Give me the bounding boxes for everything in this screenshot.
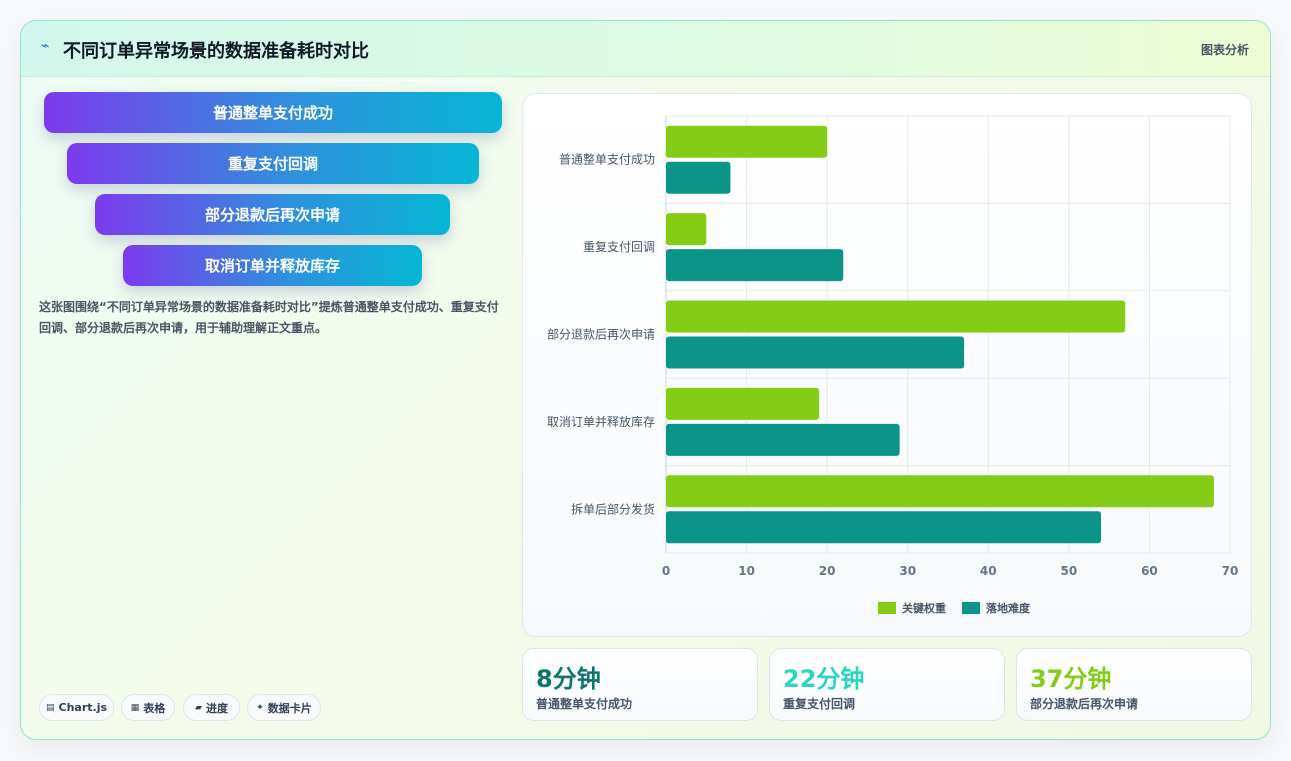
bar-weight bbox=[666, 213, 707, 246]
y-tick-label: 拆单后部分发货 bbox=[571, 501, 655, 516]
legend-swatch bbox=[878, 602, 896, 614]
bar-weight bbox=[666, 475, 1214, 508]
bar-weight bbox=[666, 300, 1126, 333]
bar-weight bbox=[666, 387, 820, 420]
page-title: 不同订单异常场景的数据准备耗时对比 bbox=[63, 41, 369, 62]
y-tick-label: 取消订单并释放库存 bbox=[547, 414, 655, 429]
y-tick-label: 重复支付回调 bbox=[583, 240, 655, 254]
pill-table[interactable]: ▦ 表格 bbox=[121, 694, 175, 721]
kpi-value: 37分钟 bbox=[1030, 665, 1112, 693]
pill-label: 进度 bbox=[205, 701, 228, 715]
funnel-item-2[interactable]: 重复支付回调 bbox=[67, 143, 479, 184]
legend-label: 落地难度 bbox=[986, 601, 1031, 615]
description-text: 这张图围绕“不同订单异常场景的数据准备耗时对比”提炼普通整单支付成功、重复支付回… bbox=[39, 300, 499, 335]
x-tick-label: 0 bbox=[662, 564, 670, 578]
table-icon: ▦ bbox=[130, 702, 140, 713]
progress-icon: ▰ bbox=[195, 702, 202, 713]
bar-difficulty bbox=[666, 423, 900, 456]
y-tick-label: 部分退款后再次申请 bbox=[547, 327, 655, 342]
pill-label: 数据卡片 bbox=[267, 701, 312, 715]
x-tick-label: 30 bbox=[899, 564, 916, 578]
kpi-value: 8分钟 bbox=[536, 665, 601, 693]
bar-difficulty bbox=[666, 511, 1102, 544]
kpi-value: 22分钟 bbox=[783, 665, 865, 693]
main-card: ⌁ 不同订单异常场景的数据准备耗时对比 图表分析 普通整单支付成功 重复支付回调… bbox=[20, 20, 1271, 740]
pill-chartjs[interactable]: ▤ Chart.js bbox=[39, 694, 114, 721]
header: ⌁ 不同订单异常场景的数据准备耗时对比 图表分析 bbox=[21, 21, 1270, 77]
bar-difficulty bbox=[666, 249, 844, 282]
x-tick-label: 60 bbox=[1141, 564, 1158, 578]
bar-difficulty bbox=[666, 336, 965, 369]
chart-panel: 0 10 20 30 40 50 60 70 普通整单支付成功重复支付回调部分退款后再次申请 取消… bbox=[522, 93, 1252, 637]
kpi-card-2: 22分钟 重复支付回调 bbox=[769, 648, 1005, 721]
x-tick-label: 20 bbox=[819, 564, 836, 578]
funnel-item-1[interactable]: 普通整单支付成功 bbox=[44, 92, 502, 133]
kpi-card-1: 8分钟 普通整单支付成功 bbox=[522, 648, 758, 721]
pill-label: 表格 bbox=[143, 701, 166, 715]
bar-difficulty bbox=[666, 161, 731, 194]
kpi-label: 普通整单支付成功 bbox=[536, 697, 633, 711]
x-tick-label: 10 bbox=[738, 564, 755, 578]
x-tick-label: 40 bbox=[980, 564, 997, 578]
sparkle-icon: ✦ bbox=[256, 702, 264, 713]
funnel-item-4[interactable]: 取消订单并释放库存 bbox=[123, 245, 422, 286]
legend-swatch bbox=[962, 602, 980, 614]
x-tick-label: 50 bbox=[1061, 564, 1078, 578]
pill-label: Chart.js bbox=[58, 701, 108, 714]
y-tick-label: 普通整单支付成功 bbox=[559, 152, 655, 167]
chart-line-icon: ⌁ bbox=[41, 38, 50, 54]
x-tick-label: 70 bbox=[1222, 564, 1239, 578]
bar-weight bbox=[666, 125, 828, 158]
pill-progress[interactable]: ▰ 进度 bbox=[183, 694, 240, 721]
legend-label: 关键权重 bbox=[902, 601, 946, 615]
chart-icon: ▤ bbox=[45, 702, 55, 713]
kpi-card-3: 37分钟 部分退款后再次申请 bbox=[1016, 648, 1252, 721]
pill-data-card[interactable]: ✦ 数据卡片 bbox=[247, 694, 321, 721]
chart-analysis-tag: 图表分析 bbox=[1200, 43, 1249, 57]
funnel-item-3[interactable]: 部分退款后再次申请 bbox=[95, 194, 450, 235]
kpi-label: 部分退款后再次申请 bbox=[1030, 697, 1139, 711]
bar-chart: 0 10 20 30 40 50 60 70 普通整单支付成功重复支付回调部分退款后再次申请取消… bbox=[547, 115, 1239, 615]
kpi-label: 重复支付回调 bbox=[783, 697, 856, 711]
